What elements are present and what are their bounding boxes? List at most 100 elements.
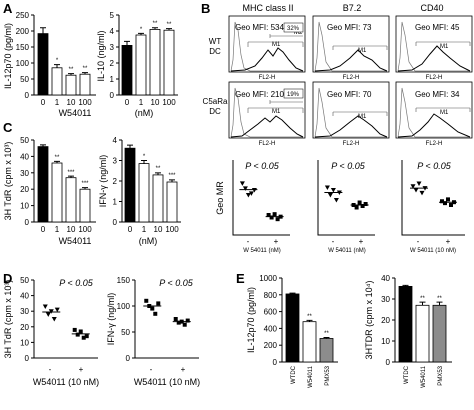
b-gate-lines [332, 111, 388, 116]
b-stain-curve [397, 113, 471, 138]
a1-ylabel: IL-12p70 (pg/ml) [3, 23, 13, 89]
e1-ytick: 800 [264, 291, 278, 300]
b-pct-box [283, 88, 304, 99]
b-scatter-pvalue: P < 0.05 [331, 161, 365, 171]
c2-xtick: 100 [165, 225, 179, 234]
b-gate-lines [332, 45, 388, 50]
c2-xtick: 10 [154, 225, 163, 234]
e2-ytick: 40 [381, 274, 390, 283]
data-point [451, 200, 456, 205]
a2-bar-2 [149, 28, 161, 96]
panel-a-chart-il12: 0 50 100 150 200 250 IL-12p70 (pg/ml) * … [3, 11, 96, 107]
c-xlabel: W54011 [59, 236, 92, 246]
e1-bar-0 [285, 293, 300, 363]
a2-ylabel: IL-10 (ng/ml) [96, 30, 106, 81]
data-point [351, 203, 356, 207]
b-col-title-mhc: MHC class II [242, 3, 293, 13]
d2-ytick: 0 [126, 354, 131, 363]
b-scatter-axes [401, 160, 465, 236]
a1-xtick: 10 [67, 98, 76, 107]
a2-ytick: 3 [110, 43, 115, 52]
d1-ylabel: 3H TdR (cpm x 10³) [3, 280, 13, 359]
a1-xtick: 100 [78, 98, 92, 107]
e2-error-0 [402, 284, 409, 287]
data-point [48, 309, 54, 314]
b-scatter-xlabel: W 54011 (nM) [328, 248, 366, 254]
panel-b-letter: B [201, 1, 210, 16]
a1-error-1 [54, 64, 60, 68]
d2-ytick: 50 [121, 328, 130, 337]
b-scatter-pvalue: P < 0.05 [245, 161, 279, 171]
e1-ytick: 400 [264, 324, 278, 333]
b-stain-curve [314, 49, 388, 72]
data-point [153, 311, 158, 316]
b-hist-wt-mhc: M1 M2 32% Geo MFI: 534 FL2-H [228, 15, 306, 81]
panel-c-chart-tdr: 0 10 20 30 40 50 3H TdR (cpm x 10³) ** *… [3, 136, 96, 234]
a2-sig-2: ** [153, 21, 158, 27]
b-gate-m1: M1 [358, 114, 367, 120]
e2-xtick: W54011 [421, 365, 427, 388]
b-gate-m1: M1 [440, 110, 449, 116]
d2-ytick: 150 [117, 276, 131, 285]
data-point [147, 304, 152, 308]
a1-ytick: 0 [25, 91, 30, 100]
b-isotype-curve [230, 21, 303, 72]
a2-ytick: 0 [110, 91, 115, 100]
a2-xtick: 100 [162, 98, 176, 107]
c1-ytick: 20 [20, 185, 29, 194]
c1-bar-1 [51, 162, 63, 223]
d2-ytick: 100 [117, 302, 131, 311]
c2-error-2 [155, 172, 161, 175]
d1-axes [31, 279, 98, 359]
d1-pvalue: P < 0.05 [59, 278, 93, 288]
panel-c: C 0 10 20 30 40 50 3H TdR (cpm x 10³) [3, 120, 181, 246]
b-fl-axis: FL2-H [259, 141, 276, 147]
data-point [363, 202, 368, 206]
panel-e-chart-tdr: 0 10 20 30 40 3HTDR (cpm x 10⁴) ** ** WT… [364, 274, 452, 388]
e2-error-1 [419, 301, 426, 306]
data-point [445, 197, 450, 202]
e2-error-2 [436, 301, 443, 306]
data-point [45, 312, 51, 317]
e1-error-2 [323, 336, 330, 339]
c2-bar-3 [166, 181, 178, 223]
b-geo: Geo MFI: 210 [235, 90, 284, 99]
a2-sig-3: ** [167, 22, 172, 28]
data-point [413, 188, 419, 193]
data-point [333, 198, 339, 203]
d2-xlabel: W54011 (10 nM) [134, 377, 200, 387]
c2-bar-2 [152, 174, 164, 223]
b-row1-label-2: DC [209, 47, 221, 56]
d1-xtick: + [79, 365, 84, 374]
b-scatter-cd40: P < 0.05 - + W 54011 (10 nM) [401, 160, 465, 254]
data-point [330, 188, 336, 193]
panel-e-letter: E [236, 271, 245, 286]
b-col-title-b72: B7.2 [343, 3, 362, 13]
data-point [442, 201, 447, 206]
e1-ytick: 0 [273, 358, 278, 367]
data-point [416, 181, 422, 186]
a1-bar-2 [65, 74, 77, 96]
data-point [360, 204, 365, 208]
data-point [354, 205, 359, 210]
a2-error-2 [152, 27, 158, 30]
b-stain-curve [397, 45, 471, 72]
b-hist-wt-cd40: M1 Geo MFI: 45 FL2-H [395, 15, 473, 81]
c1-ytick: 10 [20, 202, 29, 211]
c1-ytick: 0 [25, 218, 30, 227]
data-point [357, 200, 362, 205]
b-gate-lines [415, 107, 471, 112]
b-stain-curve [230, 47, 304, 72]
e2-sig-1: ** [420, 296, 425, 302]
a1-sig-1: * [56, 58, 59, 64]
b-gate-lines [247, 34, 304, 47]
d2-axes [132, 279, 199, 359]
c2-bar-0 [124, 147, 136, 223]
panel-d-letter: D [3, 271, 12, 286]
c2-xtick: 0 [128, 225, 133, 234]
data-point [54, 307, 60, 313]
a1-bars [37, 27, 91, 96]
data-point [81, 335, 86, 340]
data-point [173, 317, 178, 321]
